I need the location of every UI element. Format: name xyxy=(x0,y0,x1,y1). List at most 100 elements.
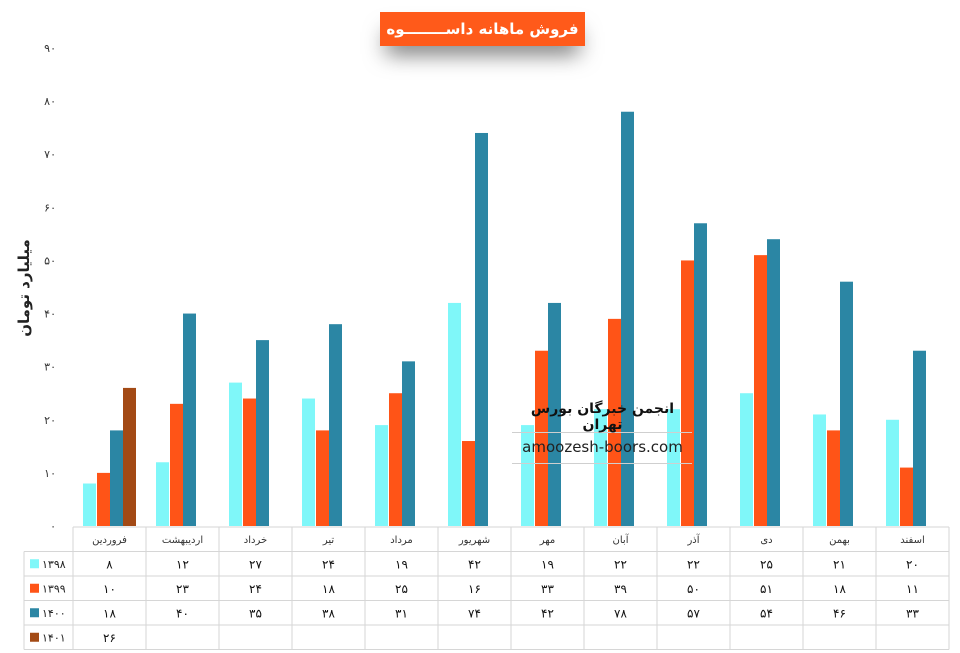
data-table-value: ۱۸ xyxy=(103,606,116,620)
data-table-value: ۲۶ xyxy=(103,631,116,645)
x-category-label: مرداد xyxy=(390,535,413,546)
y-tick-label: ۱۰ xyxy=(44,467,56,480)
data-table-value: ۷۴ xyxy=(468,606,481,620)
bar xyxy=(462,441,475,526)
bar xyxy=(475,132,488,526)
legend-swatch xyxy=(30,583,39,593)
data-table-value: ۴۲ xyxy=(468,557,481,571)
bar xyxy=(170,403,183,526)
legend-label: ۱۴۰۱ xyxy=(42,631,66,644)
bar xyxy=(448,302,461,526)
bar xyxy=(767,239,780,526)
bar xyxy=(913,350,926,526)
data-table-value: ۳۳ xyxy=(906,606,919,620)
bar xyxy=(110,430,123,526)
x-category-label: مهر xyxy=(539,535,555,546)
x-category-label: دی xyxy=(760,535,772,546)
data-table-value: ۴۲ xyxy=(541,606,554,620)
bar xyxy=(681,260,694,526)
data-table-value: ۱۸ xyxy=(833,582,846,596)
data-table-value: ۵۷ xyxy=(687,606,700,620)
bar xyxy=(316,430,329,526)
data-table-value: ۴۶ xyxy=(833,606,846,620)
x-category-label: شهریور xyxy=(458,535,490,546)
data-table-value: ۳۸ xyxy=(322,606,335,620)
data-table-value: ۵۴ xyxy=(760,606,773,620)
legend-label: ۱۳۹۸ xyxy=(42,558,66,571)
x-category-label: تیر xyxy=(322,535,335,546)
data-table-value: ۳۳ xyxy=(541,582,554,596)
watermark-rule-top xyxy=(512,432,692,433)
bar xyxy=(123,387,136,526)
y-tick-label: ۴۰ xyxy=(44,308,56,321)
bar xyxy=(256,340,269,526)
bar xyxy=(813,414,826,526)
data-table-value: ۳۹ xyxy=(614,582,627,596)
data-table-value: ۱۶ xyxy=(468,582,481,596)
y-tick-label: ۲۰ xyxy=(44,414,56,427)
bar xyxy=(183,313,196,526)
data-table-value: ۱۹ xyxy=(541,557,554,571)
data-table-value: ۲۰ xyxy=(906,557,919,571)
watermark-url: amoozesh-boors.com xyxy=(522,438,683,456)
data-table-value: ۴۰ xyxy=(176,606,189,620)
legend-swatch xyxy=(30,632,39,642)
bar xyxy=(740,393,753,526)
bar xyxy=(83,483,96,526)
bar xyxy=(548,302,561,526)
data-table-value: ۱۹ xyxy=(395,557,408,571)
data-table-value: ۲۲ xyxy=(614,557,627,571)
x-category-label: اسفند xyxy=(900,535,924,546)
watermark-rule-bottom xyxy=(512,463,692,464)
bar xyxy=(402,361,415,526)
x-category-label: آذر xyxy=(686,533,700,546)
data-table-value: ۲۴ xyxy=(322,557,335,571)
bar xyxy=(521,425,534,526)
legend-label: ۱۴۰۰ xyxy=(42,607,66,620)
data-table-value: ۲۵ xyxy=(760,557,773,571)
bar xyxy=(97,472,110,526)
bar xyxy=(535,350,548,526)
data-table-value: ۱۱ xyxy=(906,582,919,596)
data-table-value: ۲۳ xyxy=(176,582,189,596)
bar xyxy=(229,382,242,526)
data-table-value: ۱۸ xyxy=(322,582,335,596)
data-table-value: ۳۵ xyxy=(249,606,262,620)
bar xyxy=(840,281,853,526)
y-tick-label: ۳۰ xyxy=(44,361,56,374)
bar xyxy=(375,425,388,526)
bar xyxy=(608,318,621,526)
bar xyxy=(694,223,707,526)
bar xyxy=(594,409,607,526)
bar xyxy=(156,462,169,526)
bar xyxy=(389,393,402,526)
data-table-value: ۲۲ xyxy=(687,557,700,571)
y-tick-label: ۵۰ xyxy=(44,254,56,267)
y-tick-label: ۹۰ xyxy=(44,42,56,55)
legend-label: ۱۳۹۹ xyxy=(42,582,66,595)
data-table-value: ۱۲ xyxy=(176,557,189,571)
x-category-label: فروردین xyxy=(92,535,127,546)
bar xyxy=(667,409,680,526)
data-table-value: ۵۱ xyxy=(760,582,773,596)
x-category-label: خرداد xyxy=(244,535,267,546)
data-table-value: ۱۰ xyxy=(103,582,116,596)
y-tick-label: ۷۰ xyxy=(44,148,56,161)
y-tick-label: ۸۰ xyxy=(44,95,56,108)
bar xyxy=(302,398,315,526)
y-tick-label: ۰ xyxy=(50,520,56,533)
chart-title: فروش ماهانه داســــــــوه xyxy=(380,12,585,46)
bar xyxy=(754,255,767,526)
data-table-value: ۷۸ xyxy=(614,606,627,620)
y-tick-label: ۶۰ xyxy=(44,201,56,214)
bar xyxy=(827,430,840,526)
watermark-title: انجمن خبرگان بورس تهران xyxy=(530,401,675,433)
x-category-label: بهمن xyxy=(829,535,850,546)
data-table-value: ۳۱ xyxy=(395,606,408,620)
legend-swatch xyxy=(30,608,39,618)
data-table-value: ۲۴ xyxy=(249,582,262,596)
data-table-value: ۲۷ xyxy=(249,557,262,571)
legend-swatch xyxy=(30,559,39,569)
bar xyxy=(243,398,256,526)
